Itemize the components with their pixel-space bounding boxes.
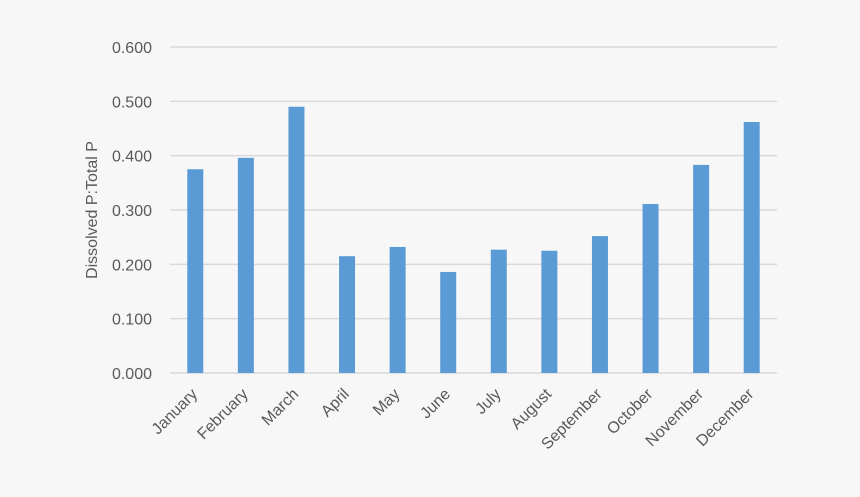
x-tick-label: July <box>472 386 504 418</box>
y-tick-label: 0.400 <box>112 149 152 166</box>
x-tick-label: March <box>259 386 302 429</box>
x-tick-label: January <box>149 386 201 438</box>
bar-july <box>490 249 507 373</box>
bar-october <box>642 204 659 373</box>
y-tick-label: 0.300 <box>112 203 152 220</box>
bar-january <box>187 169 204 373</box>
y-tick-label: 0.500 <box>112 94 152 111</box>
x-tick-label: February <box>194 386 251 443</box>
x-tick-label: August <box>508 385 556 433</box>
bar-may <box>389 246 406 373</box>
bar-april <box>339 256 356 373</box>
y-tick-label: 0.100 <box>112 312 152 329</box>
x-tick-label: June <box>417 386 454 423</box>
bar-march <box>288 106 305 374</box>
bar-series <box>187 106 760 374</box>
y-tick-label: 0.600 <box>112 40 152 57</box>
bar-november <box>693 164 710 373</box>
x-tick-label: May <box>370 386 403 419</box>
y-tick-label: 0.000 <box>112 366 152 383</box>
bar-august <box>541 250 558 373</box>
bar-june <box>440 271 457 373</box>
bar-february <box>237 157 254 373</box>
gridlines <box>170 46 777 374</box>
bar-september <box>591 236 608 373</box>
y-tick-label: 0.200 <box>112 257 152 274</box>
bar-december <box>743 121 760 373</box>
y-axis-title: Dissolved P:Total P <box>84 141 101 279</box>
x-tick-label: April <box>318 386 353 421</box>
y-axis-ticks: 0.000 0.100 0.200 0.300 0.400 0.500 0.600 <box>112 40 152 383</box>
x-tick-label: October <box>604 385 657 438</box>
